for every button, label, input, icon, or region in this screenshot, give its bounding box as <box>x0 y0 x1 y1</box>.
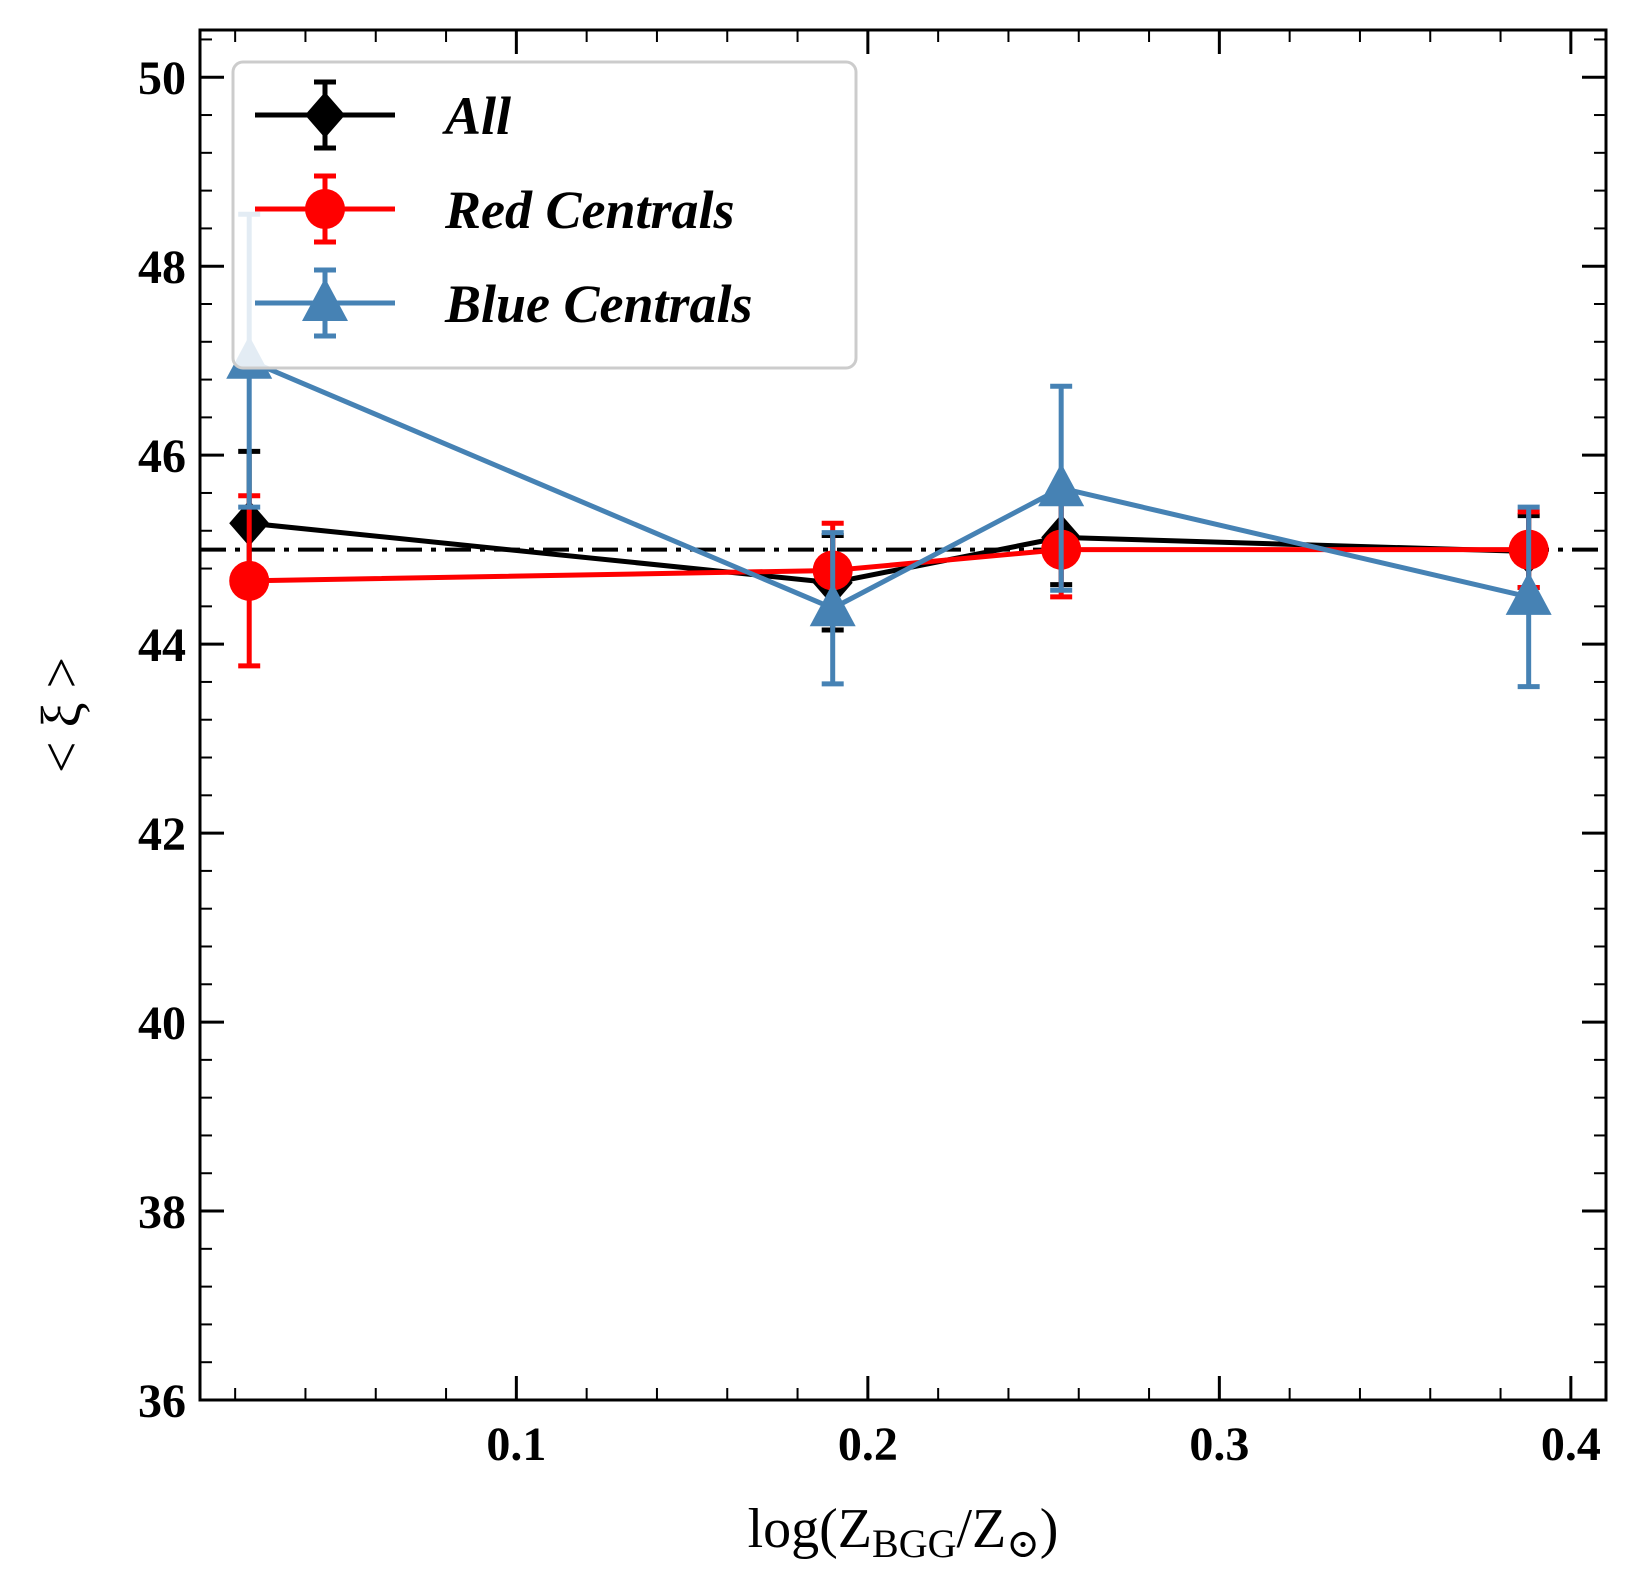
legend-entries: All Red Centrals Blue Centrals <box>255 79 753 339</box>
data-point <box>809 583 856 627</box>
legend-entry: Blue Centrals <box>255 267 753 339</box>
y-axis-label: < ξ > <box>31 657 93 773</box>
x-tick-label: 0.2 <box>838 1418 898 1471</box>
x-axis-label-mid: /Z <box>956 1498 1006 1560</box>
y-tick-label: 36 <box>138 1375 186 1428</box>
x-axis-label-sub2: ⊙ <box>1006 1521 1040 1566</box>
legend-label: All <box>442 86 511 146</box>
series-group <box>226 211 1552 690</box>
y-tick-labels: 36 38 40 42 44 46 48 50 <box>138 52 186 1428</box>
x-axis-label-prefix: log(Z <box>748 1498 872 1560</box>
y-tick-label: 48 <box>138 241 186 294</box>
legend-label: Red Centrals <box>444 180 735 240</box>
legend-frame <box>231 60 858 370</box>
legend: All Red Centrals Blue Centrals <box>231 60 858 370</box>
legend-marker <box>305 92 345 138</box>
y-tick-label: 46 <box>138 430 186 483</box>
series-line <box>248 358 1530 611</box>
x-axis-label-suffix: ) <box>1040 1498 1059 1560</box>
legend-marker <box>305 189 345 229</box>
x-tick-label: 0.4 <box>1541 1418 1601 1471</box>
data-point <box>229 560 270 601</box>
y-tick-label: 42 <box>138 808 186 861</box>
legend-entry: All <box>255 79 511 151</box>
plot-frame <box>198 28 1608 1402</box>
series-all <box>229 448 1549 633</box>
x-axis-label: log(ZBGG/Z⊙) <box>748 1498 1059 1566</box>
x-tick-label: 0.1 <box>486 1418 546 1471</box>
legend-marker <box>302 278 348 321</box>
data-point <box>1038 463 1085 507</box>
y-tick-label: 40 <box>138 997 186 1050</box>
legend-label: Blue Centrals <box>444 274 753 334</box>
x-axis-label-sub1: BGG <box>872 1521 956 1566</box>
data-point <box>1505 571 1552 615</box>
series-line <box>249 547 1529 584</box>
x-tick-labels: 0.1 0.2 0.3 0.4 <box>486 1418 1601 1471</box>
y-tick-label: 44 <box>138 619 186 672</box>
x-tick-label: 0.3 <box>1189 1418 1249 1471</box>
legend-entry: Red Centrals <box>255 173 735 245</box>
y-tick-label: 50 <box>138 52 186 105</box>
y-tick-label: 38 <box>138 1186 186 1239</box>
